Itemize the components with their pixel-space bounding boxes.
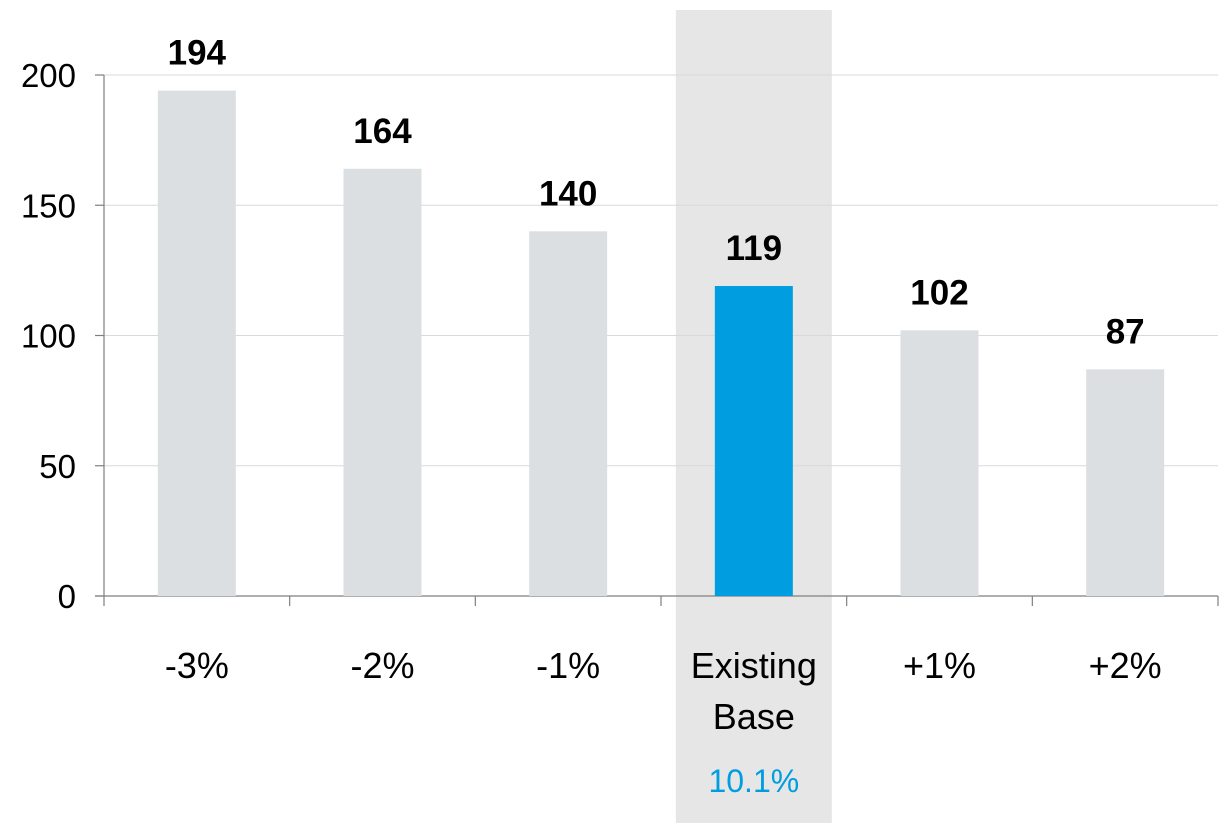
x-tick-label: +2% [1089,645,1162,686]
data-label: 194 [168,34,227,73]
bar [529,231,608,597]
bar [157,90,236,596]
bar [900,330,979,596]
data-label: 164 [353,112,412,151]
x-tick-label: -3% [165,645,229,686]
y-tick-label: 0 [58,578,76,615]
data-label: 87 [1106,312,1145,351]
data-label: 102 [910,273,968,312]
highlight-note: 10.1% [708,763,799,799]
bar [343,168,422,596]
y-tick-label: 50 [39,448,76,485]
x-tick-label: -1% [536,645,600,686]
data-label: 119 [726,229,782,268]
x-tick-label: Existing [691,645,817,686]
bar [1086,369,1165,596]
x-tick-label: +1% [903,645,976,686]
data-label: 140 [539,174,597,213]
y-tick-label: 200 [21,57,76,94]
y-tick-label: 100 [21,318,76,355]
x-tick-label: Base [713,696,795,737]
bar-highlight [714,286,793,596]
x-tick-label: -2% [350,645,414,686]
y-tick-label: 150 [21,187,76,224]
